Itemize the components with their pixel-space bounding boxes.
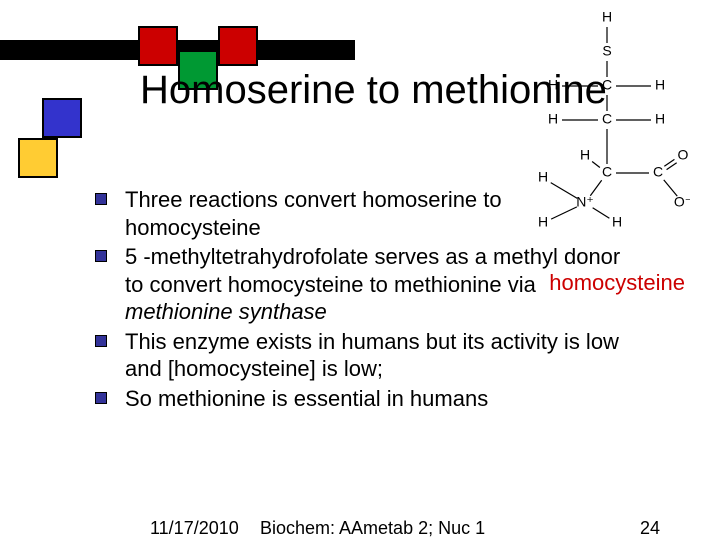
- svg-text:H: H: [655, 111, 665, 127]
- bullet-marker: [95, 193, 107, 205]
- decor-square: [218, 26, 258, 66]
- svg-text:H: H: [612, 214, 622, 230]
- bullet-item: This enzyme exists in humans but its act…: [95, 328, 635, 383]
- bullet-marker: [95, 250, 107, 262]
- svg-text:H: H: [548, 111, 558, 127]
- svg-text:N⁺: N⁺: [576, 194, 594, 210]
- svg-text:C: C: [602, 164, 612, 180]
- svg-text:C: C: [602, 77, 612, 93]
- bullet-text: This enzyme exists in humans but its act…: [125, 328, 635, 383]
- svg-text:S: S: [602, 43, 611, 59]
- decor-square: [42, 98, 82, 138]
- bullet-text: So methionine is essential in humans: [125, 385, 488, 413]
- molecule-diagram: HSHCHHCHHCCOO⁻N⁺HHH: [475, 8, 690, 243]
- bullet-item: So methionine is essential in humans: [95, 385, 635, 413]
- footer-page-number: 24: [640, 518, 660, 539]
- svg-text:H: H: [548, 77, 558, 93]
- svg-text:O⁻: O⁻: [674, 194, 690, 210]
- molecule-label: homocysteine: [549, 270, 685, 296]
- decor-square: [18, 138, 58, 178]
- svg-text:C: C: [653, 164, 663, 180]
- bullet-marker: [95, 335, 107, 347]
- bullet-marker: [95, 392, 107, 404]
- svg-text:O: O: [678, 147, 689, 163]
- decor-square: [138, 26, 178, 66]
- svg-text:H: H: [538, 169, 548, 185]
- svg-text:H: H: [580, 147, 590, 163]
- svg-text:H: H: [602, 9, 612, 25]
- footer-date: 11/17/2010: [150, 518, 239, 539]
- svg-text:H: H: [538, 214, 548, 230]
- svg-text:H: H: [655, 77, 665, 93]
- footer-center: Biochem: AAmetab 2; Nuc 1: [260, 518, 485, 539]
- svg-text:C: C: [602, 111, 612, 127]
